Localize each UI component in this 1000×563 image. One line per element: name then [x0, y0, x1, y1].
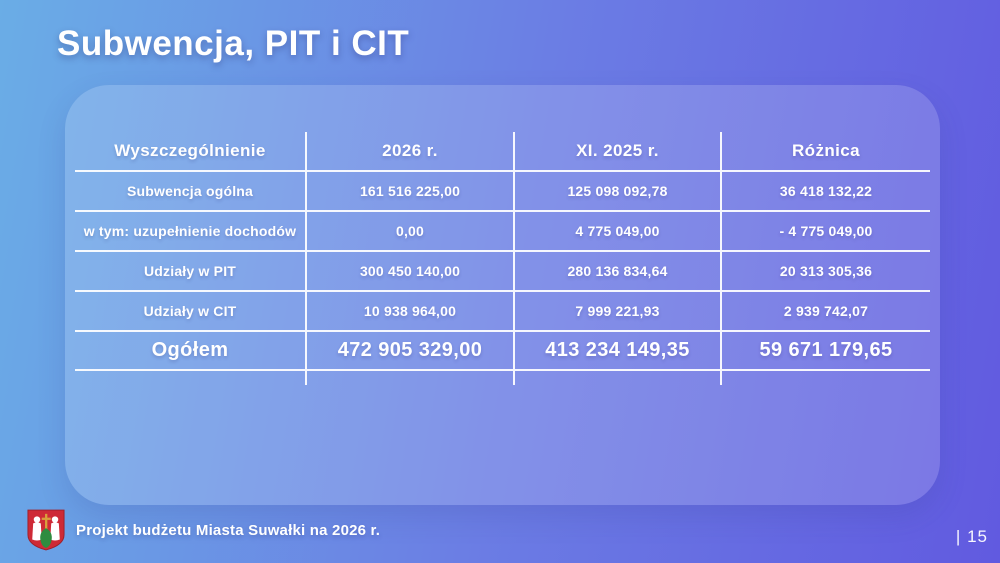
- row-value: 300 450 140,00: [307, 252, 515, 290]
- table-empty-extension-row: [75, 371, 930, 385]
- row-label: Subwencja ogólna: [75, 172, 307, 210]
- row-value: 36 418 132,22: [779, 183, 873, 199]
- total-value: 413 234 149,35: [515, 332, 722, 369]
- row-label: Udziały w PIT: [75, 252, 307, 290]
- column-header-2026: 2026 r.: [307, 132, 515, 170]
- total-value: 59 671 179,65: [759, 339, 893, 361]
- row-value: 280 136 834,64: [515, 252, 722, 290]
- footer: Projekt budżetu Miasta Suwałki na 2026 r…: [27, 509, 380, 551]
- table-header-row: Wyszczególnienie 2026 r. XI. 2025 r. Róż…: [75, 132, 930, 172]
- row-value: 125 098 092,78: [515, 172, 722, 210]
- total-value: 472 905 329,00: [307, 332, 515, 369]
- row-label: Udziały w CIT: [75, 292, 307, 330]
- table-total-row: Ogółem 472 905 329,00 413 234 149,35 59 …: [75, 332, 930, 371]
- empty-cell: [75, 371, 307, 385]
- table-row: w tym: uzupełnienie dochodów 0,00 4 775 …: [75, 212, 930, 252]
- empty-cell: [515, 371, 722, 385]
- empty-cell: [722, 371, 930, 385]
- row-value: 10 938 964,00: [307, 292, 515, 330]
- row-value: - 4 775 049,00: [779, 223, 873, 239]
- table-row: Udziały w PIT 300 450 140,00 280 136 834…: [75, 252, 930, 292]
- table-row: Subwencja ogólna 161 516 225,00 125 098 …: [75, 172, 930, 212]
- row-value: 0,00: [307, 212, 515, 250]
- row-value: 4 775 049,00: [515, 212, 722, 250]
- table-row: Udziały w CIT 10 938 964,00 7 999 221,93…: [75, 292, 930, 332]
- page-title: Subwencja, PIT i CIT: [57, 24, 410, 63]
- row-label: w tym: uzupełnienie dochodów: [75, 212, 307, 250]
- empty-cell: [307, 371, 515, 385]
- page-number-value: 15: [967, 527, 988, 546]
- row-value: 7 999 221,93: [515, 292, 722, 330]
- row-value: 2 939 742,07: [783, 303, 869, 319]
- column-header-wyszczegolnienie: Wyszczególnienie: [75, 132, 307, 170]
- page-number: | 15: [956, 527, 988, 547]
- table-card: Wyszczególnienie 2026 r. XI. 2025 r. Róż…: [65, 85, 940, 505]
- suwalki-coat-of-arms-icon: [27, 509, 65, 551]
- footer-text: Projekt budżetu Miasta Suwałki na 2026 r…: [76, 521, 381, 539]
- row-value: 20 313 305,36: [779, 263, 873, 279]
- total-label: Ogółem: [75, 332, 307, 369]
- column-header-roznica: Różnica: [792, 141, 860, 160]
- budget-table: Wyszczególnienie 2026 r. XI. 2025 r. Róż…: [75, 132, 930, 385]
- page-number-separator: |: [955, 527, 962, 546]
- column-header-xi-2025: XI. 2025 r.: [515, 132, 722, 170]
- row-value: 161 516 225,00: [307, 172, 515, 210]
